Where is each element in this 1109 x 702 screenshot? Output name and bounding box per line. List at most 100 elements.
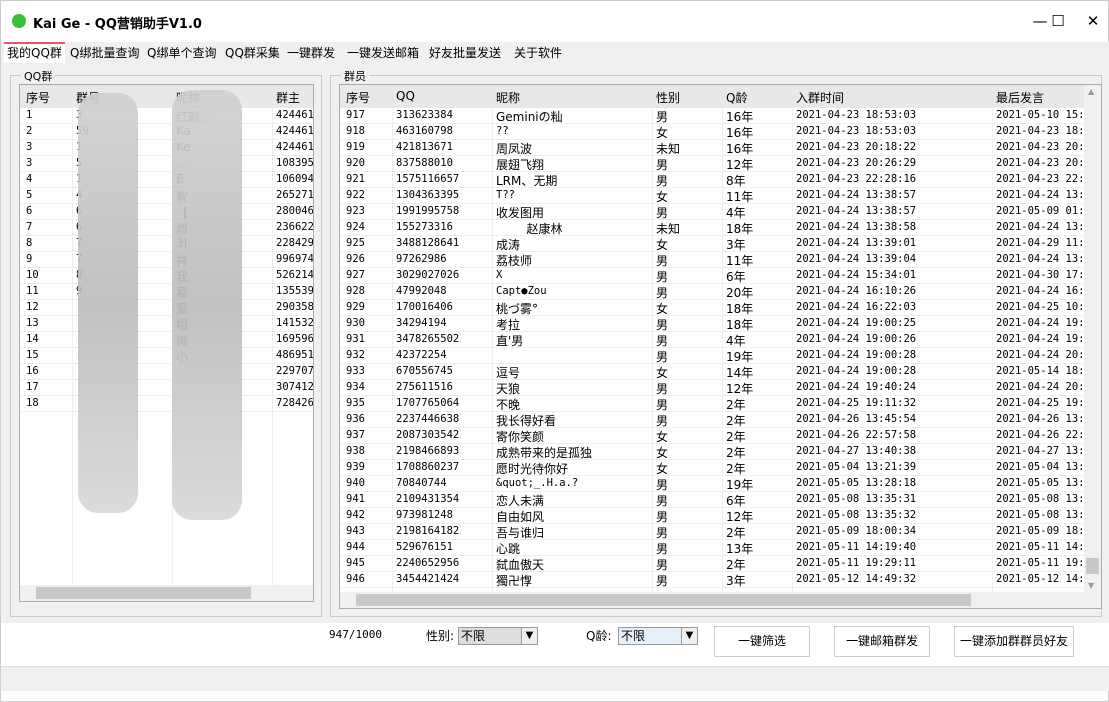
cell: 3	[26, 141, 33, 153]
table-row[interactable]: 13相141532	[20, 316, 313, 332]
cell: 9	[26, 253, 33, 265]
table-row[interactable]: 76酉236622	[20, 220, 313, 236]
table-row[interactable]: 35...108395	[20, 156, 313, 172]
cell: 2198164182	[396, 525, 460, 537]
column-divider	[392, 108, 393, 608]
column-header[interactable]: 群主	[276, 91, 301, 105]
tab-5[interactable]: 一键发送邮箱	[347, 46, 420, 60]
table-row[interactable]: 12爱290358	[20, 300, 313, 316]
table-row[interactable]: 946 3454421424 獨卍惸 男 3年 2021-05-12 14:49:32 20…	[340, 572, 1101, 588]
scroll-down-icon[interactable]: ▼	[1088, 581, 1095, 590]
table-row[interactable]: 66【280046	[20, 204, 313, 220]
table-row[interactable]: 108我526214	[20, 268, 313, 284]
table-row[interactable]: 940 70840744 &quot;_.H.a.? 男 19年 2021-05-05 1…	[340, 476, 1101, 492]
table-row[interactable]: 920 837588010 展翅飞翔 男 12年 2021-04-23 20:26:29 2…	[340, 156, 1101, 172]
scroll-up-icon[interactable]: ▲	[1088, 87, 1095, 96]
mail-broadcast-button[interactable]: 一键邮箱群发	[834, 626, 930, 657]
table-row[interactable]: 936 2237446638 我长得好看 男 2年 2021-04-26 13:45:54…	[340, 412, 1101, 428]
table-row[interactable]: 119易135539	[20, 284, 313, 300]
cell: 1304363395	[396, 189, 460, 201]
table-row[interactable]: 939 1708860237 愿时光待你好 女 2年 2021-05-04 13:21:3…	[340, 460, 1101, 476]
cell: 2年	[726, 414, 746, 428]
table-row[interactable]: 54智265271	[20, 188, 313, 204]
table-row[interactable]: 259Ka424461	[20, 124, 313, 140]
cell: 16	[26, 365, 39, 377]
table-row[interactable]: 17 307412	[20, 380, 313, 396]
table-row[interactable]: 943 2198164182 吾与谁归 男 2年 2021-05-09 18:00:34 2…	[340, 524, 1101, 540]
filter-button[interactable]: 一键筛选	[714, 626, 810, 657]
column-header[interactable]: 序号	[346, 91, 371, 105]
cell: 1991995758	[396, 205, 460, 217]
table-row[interactable]: 930 34294194 考拉 男 18年 2021-04-24 19:00:25 2021…	[340, 316, 1101, 332]
tab-0[interactable]: 我的QQ群	[4, 42, 65, 63]
tab-7[interactable]: 关于软件	[514, 46, 563, 60]
gender-select[interactable]: 不限 ▼	[458, 627, 538, 645]
members-list[interactable]: 序号 QQ 昵称 性别 Q龄 入群时间 最后发言 917 313623384 Geminiの籼男 1…	[339, 84, 1102, 609]
table-row[interactable]: 31Ke424461	[20, 140, 313, 156]
column-header[interactable]: 性别	[656, 91, 681, 105]
table-row[interactable]: 938 2198466893 成熟带来的是孤独 女 2年 2021-04-27 13:40…	[340, 444, 1101, 460]
scrollbar-thumb[interactable]	[36, 587, 251, 599]
table-row[interactable]: 18 728426	[20, 396, 313, 412]
cell: 不晚	[496, 398, 521, 412]
tab-6[interactable]: 好友批量发送	[429, 46, 502, 60]
table-row[interactable]: 41E106094	[20, 172, 313, 188]
column-header[interactable]: 序号	[26, 91, 51, 105]
table-row[interactable]: 925 3488128641 成涛 女 3年 2021-04-24 13:39:01 202…	[340, 236, 1101, 252]
table-row[interactable]: 937 2087303542 寄你笑颜 女 2年 2021-04-26 22:57:58 2…	[340, 428, 1101, 444]
column-header[interactable]: Q龄	[726, 91, 748, 105]
table-row[interactable]: 933 670556745 逗号 女 14年 2021-04-24 19:00:28 202…	[340, 364, 1101, 380]
table-row[interactable]: 942 973981248 自由如风 男 12年 2021-05-08 13:35:32 2…	[340, 508, 1101, 524]
tab-3[interactable]: QQ群采集	[225, 46, 280, 60]
qq-groups-list[interactable]: 序号群号昵称群主13红颜...424461259Ka42446131Ke4244…	[19, 84, 314, 602]
table-row[interactable]: 97祥996974	[20, 252, 313, 268]
table-row[interactable]: 927 3029027026 X 男 6年 2021-04-24 15:34:01 2021…	[340, 268, 1101, 284]
table-row[interactable]: 14微169596	[20, 332, 313, 348]
tab-4[interactable]: 一键群发	[287, 46, 336, 60]
table-row[interactable]: 932 42372254 男 19年 2021-04-24 19:00:28 2021-0…	[340, 348, 1101, 364]
table-row[interactable]: 926 97262986 荔枝师 男 11年 2021-04-24 13:39:04 202…	[340, 252, 1101, 268]
table-row[interactable]: 924 155273316 赵康林 未知 18年 2021-04-24 13:38:58…	[340, 220, 1101, 236]
table-row[interactable]: 922 1304363395 T?? 女 11年 2021-04-24 13:38:57 2…	[340, 188, 1101, 204]
scrollbar-thumb[interactable]	[356, 594, 971, 606]
tab-2[interactable]: Q绑单个查询	[147, 46, 217, 60]
horizontal-scrollbar[interactable]	[20, 585, 313, 601]
table-row[interactable]: 944 529676151 心跳 男 13年 2021-05-11 14:19:40 202…	[340, 540, 1101, 556]
cell: 2021-04-24 19:00:26	[796, 333, 917, 345]
table-row[interactable]: 919 421813671 周凤波 未知 16年 2021-04-23 20:18:22 2…	[340, 140, 1101, 156]
add-members-friends-button[interactable]: 一键添加群群员好友	[954, 626, 1074, 657]
table-row[interactable]: 16 229707	[20, 364, 313, 380]
column-header[interactable]: 入群时间	[796, 91, 845, 105]
cell: 2021-05-09 18:00:34	[796, 525, 917, 537]
table-row[interactable]: 15小486951	[20, 348, 313, 364]
table-row[interactable]: 928 47992048 Capt●Zou 男 20年 2021-04-24 16:10:…	[340, 284, 1101, 300]
table-row[interactable]: 931 3478265502 直'男 男 4年 2021-04-24 19:00:26 20…	[340, 332, 1101, 348]
cell: 18年	[726, 222, 754, 236]
table-row[interactable]: 918 463160798?? 女 16年 2021-04-23 18:53:03 202…	[340, 124, 1101, 140]
scrollbar-thumb[interactable]	[1086, 558, 1099, 574]
cell: 男	[656, 558, 669, 572]
table-row[interactable]: 923 1991995758 收发图用 男 4年 2021-04-24 13:38:57 2…	[340, 204, 1101, 220]
maximize-button[interactable]: ☐	[1051, 12, 1065, 30]
tab-1[interactable]: Q绑批量查询	[70, 46, 140, 60]
table-row[interactable]: 941 2109431354 恋人未满 男 6年 2021-05-08 13:35:31 2…	[340, 492, 1101, 508]
column-header[interactable]: 昵称	[496, 91, 521, 105]
table-row[interactable]: 935 1707765064 不晚 男 2年 2021-04-25 19:11:32 202…	[340, 396, 1101, 412]
qage-select[interactable]: 不限 ▼	[618, 627, 698, 645]
column-header[interactable]: QQ	[396, 89, 415, 103]
cell: 940	[346, 477, 365, 489]
table-row[interactable]: 917 313623384 Geminiの籼 男 16年 2021-04-23 18:53…	[340, 108, 1101, 124]
close-button[interactable]: ✕	[1086, 12, 1100, 30]
table-row[interactable]: 934 275611516 天狼 男 12年 2021-04-24 19:40:24 202…	[340, 380, 1101, 396]
table-row[interactable]: 945 2240652956 弑血傲天 男 2年 2021-05-11 19:29:11 2…	[340, 556, 1101, 572]
table-row[interactable]: 13红颜...424461	[20, 108, 313, 124]
vertical-scrollbar[interactable]: ▲ ▼	[1084, 85, 1101, 592]
horizontal-scrollbar[interactable]	[340, 592, 1101, 608]
table-row[interactable]: 921 1575116657 LRM、无期 男 8年 2021-04-23 22:28:1…	[340, 172, 1101, 188]
column-header[interactable]: 最后发言	[996, 91, 1045, 105]
table-row[interactable]: 873I228429	[20, 236, 313, 252]
table-row[interactable]: 929 170016406 桃づ雾° 女 18年 2021-04-24 16:22:03 2…	[340, 300, 1101, 316]
minimize-button[interactable]: —	[1032, 12, 1048, 30]
cell: 未知	[656, 142, 681, 156]
